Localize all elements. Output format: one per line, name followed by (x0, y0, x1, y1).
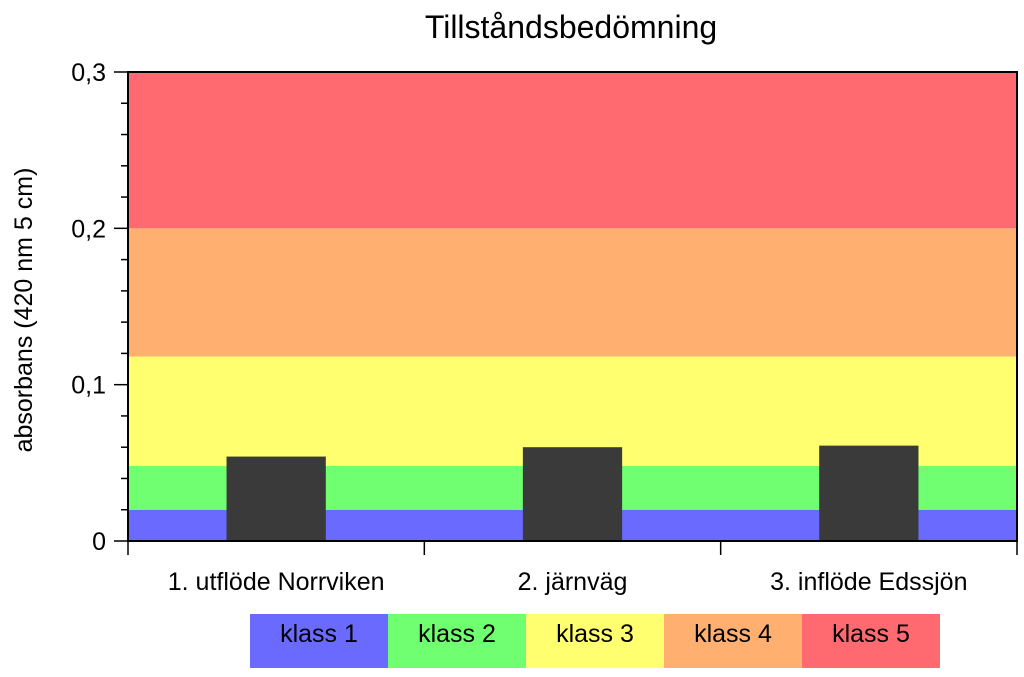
y-tick-label: 0,1 (71, 372, 106, 400)
plot-frame (127, 71, 1018, 542)
legend-item-klass-2: klass 2 (388, 614, 526, 668)
bar-1 (226, 456, 326, 541)
legend-item-klass-4: klass 4 (664, 614, 802, 668)
legend-item-klass-1: klass 1 (250, 614, 388, 668)
y-axis: 0 0,1 0,2 0,3 (71, 59, 128, 556)
bar-2 (522, 447, 623, 541)
legend-item-klass-5: klass 5 (802, 614, 940, 668)
class-band-5 (128, 72, 1017, 229)
chart-title: Tillståndsbedömning (425, 9, 717, 45)
x-axis: 1. utflöde Norrviken 2. järnväg 3. inflöde… (127, 541, 1018, 596)
y-axis-label: absorbans (420 nm 5 cm) (10, 168, 38, 453)
class-band-4 (128, 228, 1017, 357)
bars (226, 445, 919, 541)
y-tick-label: 0,3 (71, 59, 106, 87)
bar-3 (819, 445, 919, 541)
x-tick-label: 1. utflöde Norrviken (168, 568, 385, 596)
y-tick-label: 0 (92, 528, 106, 556)
legend: klass 1 klass 2 klass 3 klass 4 klass 5 (250, 614, 940, 668)
legend-item-klass-3: klass 3 (526, 614, 664, 668)
x-tick-label: 3. inflöde Edssjön (770, 568, 967, 596)
y-tick-label: 0,2 (71, 215, 106, 243)
x-tick-label: 2. järnväg (518, 568, 628, 596)
